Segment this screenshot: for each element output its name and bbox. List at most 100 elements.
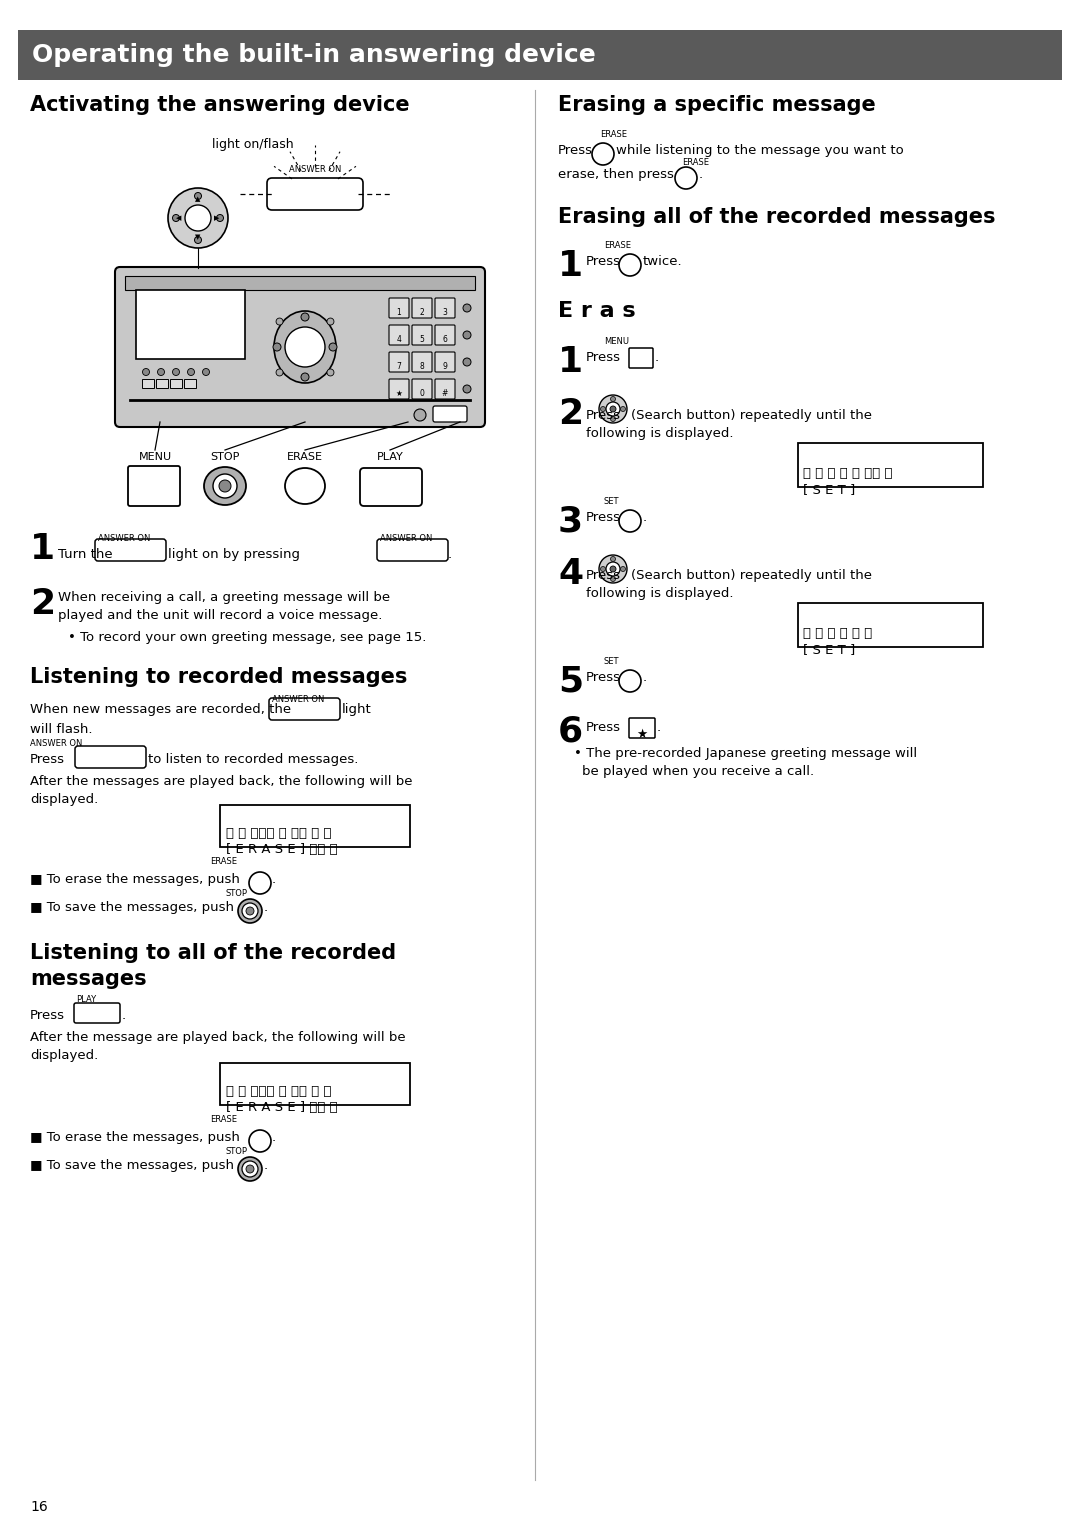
Text: ★: ★: [395, 389, 403, 398]
FancyBboxPatch shape: [129, 465, 180, 507]
Circle shape: [246, 906, 254, 916]
Circle shape: [463, 331, 471, 339]
Text: Press: Press: [586, 255, 621, 269]
Circle shape: [242, 903, 258, 919]
Text: 2: 2: [420, 308, 424, 317]
Text: (Search button) repeatedly until the: (Search button) repeatedly until the: [631, 569, 872, 581]
Text: 5: 5: [419, 336, 424, 343]
Text: MENU: MENU: [604, 337, 629, 346]
Text: be played when you receive a call.: be played when you receive a call.: [582, 765, 814, 778]
Text: following is displayed.: following is displayed.: [586, 427, 733, 439]
Text: ■ To save the messages, push: ■ To save the messages, push: [30, 900, 234, 914]
Text: ERASE: ERASE: [600, 130, 627, 139]
Text: ANSWER ON: ANSWER ON: [380, 534, 432, 543]
FancyBboxPatch shape: [267, 179, 363, 211]
Text: ■ To erase the messages, push: ■ To erase the messages, push: [30, 873, 240, 887]
Circle shape: [203, 368, 210, 375]
FancyBboxPatch shape: [360, 468, 422, 507]
FancyBboxPatch shape: [435, 325, 455, 345]
FancyBboxPatch shape: [389, 325, 409, 345]
Circle shape: [606, 401, 620, 417]
Circle shape: [143, 368, 149, 375]
Text: 1: 1: [30, 533, 55, 566]
Circle shape: [173, 368, 179, 375]
Circle shape: [610, 397, 616, 401]
FancyBboxPatch shape: [75, 1003, 120, 1022]
Text: ■ To erase the messages, push: ■ To erase the messages, push: [30, 1131, 240, 1144]
Text: will flash.: will flash.: [30, 723, 93, 736]
Circle shape: [463, 304, 471, 311]
Text: 1: 1: [396, 308, 402, 317]
Text: erase, then press: erase, then press: [558, 168, 674, 182]
FancyBboxPatch shape: [141, 378, 154, 388]
Circle shape: [600, 406, 606, 412]
FancyBboxPatch shape: [433, 406, 467, 423]
Text: .: .: [448, 548, 453, 562]
Text: 3: 3: [443, 308, 447, 317]
Text: .: .: [264, 1160, 268, 1172]
Circle shape: [327, 369, 334, 375]
Text: messages: messages: [30, 969, 147, 989]
Text: When receiving a call, a greeting message will be
played and the unit will recor: When receiving a call, a greeting messag…: [58, 591, 390, 621]
Circle shape: [301, 372, 309, 382]
FancyBboxPatch shape: [389, 378, 409, 398]
Circle shape: [194, 192, 202, 200]
FancyBboxPatch shape: [435, 298, 455, 317]
Text: Activating the answering device: Activating the answering device: [30, 95, 409, 114]
Text: ★: ★: [636, 728, 648, 742]
FancyBboxPatch shape: [184, 378, 195, 388]
Text: 6: 6: [558, 716, 583, 749]
Text: [ S E T ]: [ S E T ]: [804, 642, 855, 656]
Ellipse shape: [238, 1157, 262, 1181]
Text: 5: 5: [558, 665, 583, 699]
Text: .: .: [699, 168, 703, 182]
Text: 4: 4: [396, 336, 402, 343]
FancyBboxPatch shape: [798, 603, 983, 647]
Text: ERASE: ERASE: [210, 858, 237, 865]
Circle shape: [621, 566, 625, 572]
Text: Erasing a specific message: Erasing a specific message: [558, 95, 876, 114]
Text: Listening to recorded messages: Listening to recorded messages: [30, 667, 407, 687]
Text: following is displayed.: following is displayed.: [586, 588, 733, 600]
Ellipse shape: [675, 166, 697, 189]
Circle shape: [610, 557, 616, 562]
Text: .: .: [643, 511, 647, 523]
FancyBboxPatch shape: [389, 353, 409, 372]
Text: .: .: [657, 720, 661, 734]
Text: After the messages are played back, the following will be: After the messages are played back, the …: [30, 775, 413, 787]
Circle shape: [463, 359, 471, 366]
Circle shape: [463, 385, 471, 394]
Text: ERASE: ERASE: [681, 159, 708, 166]
Text: .: .: [264, 900, 268, 914]
FancyBboxPatch shape: [377, 539, 448, 562]
Bar: [125, 276, 475, 290]
Bar: [18, 31, 1062, 79]
Text: 7: 7: [396, 362, 402, 371]
Circle shape: [273, 343, 281, 351]
Circle shape: [414, 409, 426, 421]
Ellipse shape: [249, 1129, 271, 1152]
Circle shape: [213, 475, 237, 497]
Text: • To record your own greeting message, see page 15.: • To record your own greeting message, s…: [68, 630, 427, 644]
Text: Press: Press: [586, 720, 621, 734]
Text: STOP: STOP: [211, 452, 240, 462]
Text: ▼: ▼: [195, 233, 201, 240]
Text: SET: SET: [604, 658, 620, 665]
FancyBboxPatch shape: [75, 746, 146, 768]
Text: 1: 1: [558, 249, 583, 282]
Text: PLAY: PLAY: [76, 995, 96, 1004]
Text: 9: 9: [443, 362, 447, 371]
Text: #: #: [442, 389, 448, 398]
FancyBboxPatch shape: [435, 353, 455, 372]
Text: ERASE: ERASE: [604, 241, 631, 250]
Text: E r a s: E r a s: [558, 301, 636, 320]
Circle shape: [610, 406, 616, 412]
Circle shape: [219, 481, 231, 491]
Text: Press: Press: [586, 351, 621, 365]
FancyBboxPatch shape: [220, 1064, 410, 1105]
Text: displayed.: displayed.: [30, 1048, 98, 1062]
Text: .: .: [654, 351, 659, 365]
Text: Press: Press: [586, 409, 621, 423]
Circle shape: [216, 215, 224, 221]
Text: 1: 1: [558, 345, 583, 378]
